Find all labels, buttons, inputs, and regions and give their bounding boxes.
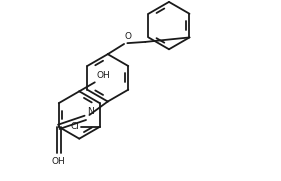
Text: Cl: Cl <box>71 122 79 131</box>
Text: OH: OH <box>96 71 110 80</box>
Text: N: N <box>87 107 94 116</box>
Text: O: O <box>125 32 132 41</box>
Text: OH: OH <box>52 157 66 167</box>
